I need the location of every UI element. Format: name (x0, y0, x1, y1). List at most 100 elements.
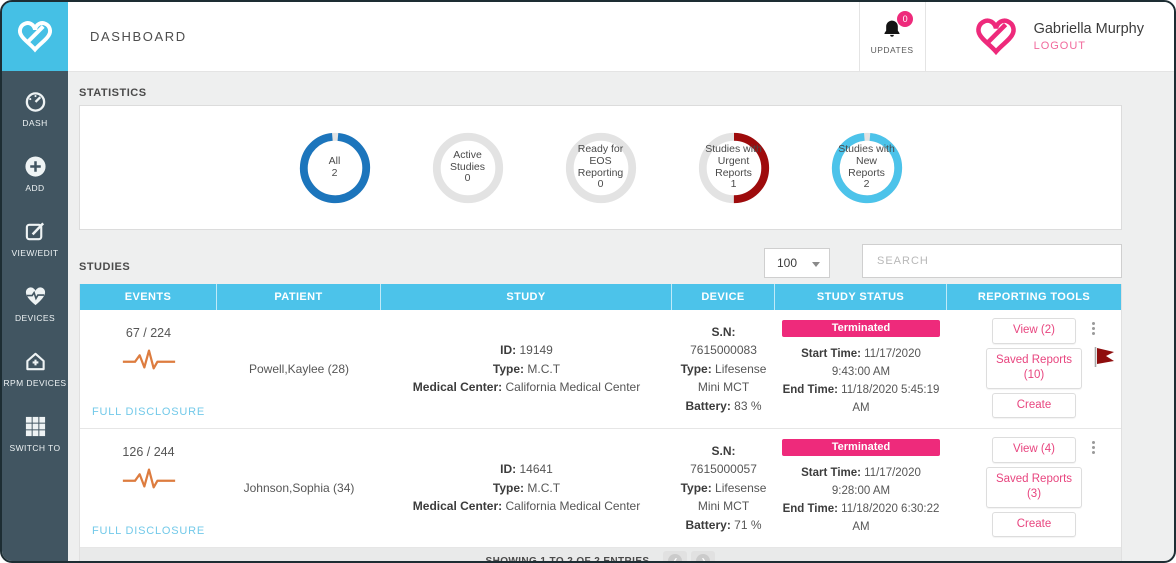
add-circle-icon (24, 156, 46, 177)
ecg-waveform-icon (122, 468, 175, 489)
top-header: DASHBOARD 0 UPDATES (68, 2, 1174, 72)
device-type-label: Type: (680, 361, 712, 376)
studies-table: EVENTS PATIENT STUDY DEVICE STUDY STATUS… (79, 284, 1122, 561)
user-info: Gabriella Murphy LOGOUT (1034, 21, 1144, 52)
sidebar-item-label: RPM DEVICES (3, 378, 67, 388)
patient-cell: Johnson,Sophia (34) (217, 429, 381, 547)
stat-circle-urgent-reports[interactable]: Studies with Urgent Reports 1 (695, 129, 773, 207)
page-size-select[interactable]: 100 (764, 248, 830, 278)
device-type-label: Type: (680, 480, 712, 495)
col-header-study-status[interactable]: STUDY STATUS (775, 284, 947, 310)
statistics-panel: All 2 Active Studies 0 (79, 105, 1122, 230)
page-size-value: 100 (777, 256, 798, 270)
sidebar-item-label: VIEW/EDIT (11, 248, 59, 258)
stat-value: 0 (597, 178, 604, 191)
reporting-tools-cell: View (4) Saved Reports (3) Create (947, 429, 1121, 547)
device-sn-value: 7615000057 (690, 462, 757, 477)
patient-name: Powell,Kaylee (28) (248, 362, 350, 377)
end-time-value: 11/18/2020 5:45:19 AM (841, 384, 940, 414)
user-heart-logo (972, 16, 1020, 58)
updates-button[interactable]: 0 UPDATES (858, 2, 926, 71)
device-sn-value: 7615000083 (690, 343, 757, 358)
heart-logo-icon (18, 20, 52, 52)
sidebar-nav: DASH ADD VIEW/EDIT (2, 90, 68, 480)
stat-text: Studies with Urgent Reports 1 (704, 138, 764, 198)
sidebar-item-label: ADD (25, 183, 45, 193)
sidebar-item-label: DEVICES (14, 313, 56, 323)
patient-cell: Powell,Kaylee (28) (217, 310, 381, 428)
stat-circle-eos-reporting[interactable]: Ready for EOS Reporting 0 (562, 129, 640, 207)
create-button[interactable]: Create (992, 511, 1076, 538)
pagination-prev-button[interactable]: ‹ (663, 551, 688, 561)
col-header-device[interactable]: DEVICE (672, 284, 775, 310)
app-logo[interactable] (2, 2, 68, 71)
chevron-down-icon (812, 261, 820, 267)
user-name: Gabriella Murphy (1033, 21, 1144, 37)
sidebar-item-label: DASH (22, 118, 48, 128)
bell-icon (884, 20, 900, 37)
col-header-events[interactable]: EVENTS (80, 284, 217, 310)
view-button[interactable]: View (4) (992, 437, 1076, 463)
prev-arrow-icon: ‹ (668, 554, 683, 561)
donut-ring (299, 132, 370, 203)
sidebar-item-add[interactable]: ADD (2, 155, 68, 220)
search-input[interactable] (862, 244, 1122, 278)
status-badge: Terminated (782, 439, 940, 457)
edit-icon (25, 222, 44, 241)
study-type-label: Type: (492, 480, 525, 495)
studies-section-label: STUDIES (79, 261, 131, 273)
start-time-value: 11/17/2020 9:28:00 AM (831, 467, 921, 498)
user-block: Gabriella Murphy LOGOUT (926, 2, 1174, 71)
stat-circle-all[interactable]: All 2 (296, 129, 374, 207)
events-cell: 67 / 224 FULL DISCLOSURE (80, 310, 217, 428)
study-id-label: ID: (500, 343, 517, 358)
donut-ring (432, 132, 503, 203)
table-header-row: EVENTS PATIENT STUDY DEVICE STUDY STATUS… (80, 284, 1121, 310)
sidebar-item-switch-to[interactable]: SWITCH TO (2, 415, 68, 480)
stat-text: Studies with New Reports 2 (837, 138, 897, 198)
donut-ring (698, 132, 769, 203)
battery-label: Battery: (685, 398, 731, 413)
updates-label: UPDATES (870, 45, 914, 55)
create-button[interactable]: Create (992, 392, 1076, 419)
saved-reports-button[interactable]: Saved Reports (10) (986, 347, 1082, 389)
header-right: 0 UPDATES Gabriella Murphy LOGOUT (858, 2, 1174, 71)
stat-label: Ready for EOS Reporting (577, 143, 624, 179)
heart-logo-icon (975, 17, 1016, 55)
start-time-label: Start Time: (801, 348, 861, 361)
battery-label: Battery: (685, 517, 731, 532)
row-menu-icon[interactable] (1092, 439, 1095, 456)
study-type-value: M.C.T (527, 480, 561, 495)
sidebar-item-view-edit[interactable]: VIEW/EDIT (2, 220, 68, 285)
col-header-reporting-tools[interactable]: REPORTING TOOLS (977, 291, 1091, 303)
saved-reports-button[interactable]: Saved Reports (3) (986, 466, 1082, 508)
battery-value: 83 % (734, 398, 762, 413)
sidebar-item-dash[interactable]: DASH (2, 90, 68, 155)
stat-circle-active-studies[interactable]: Active Studies 0 (429, 129, 507, 207)
col-header-study[interactable]: STUDY (381, 284, 672, 310)
sidebar-item-devices[interactable]: DEVICES (2, 285, 68, 350)
sidebar-item-rpm-devices[interactable]: RPM DEVICES (2, 350, 68, 415)
table-row: 67 / 224 FULL DISCLOSURE Powell,Kaylee (… (80, 310, 1121, 430)
updates-count-badge: 0 (897, 11, 914, 27)
end-time-label: End Time: (782, 384, 838, 397)
events-cell: 126 / 244 FULL DISCLOSURE (80, 429, 217, 547)
row-menu-icon[interactable] (1092, 320, 1095, 337)
main-content: STATISTICS All 2 (68, 72, 1174, 561)
stat-value: 1 (730, 178, 737, 191)
full-disclosure-link[interactable]: FULL DISCLOSURE (91, 525, 206, 538)
study-status-cell: Terminated Start Time: 11/17/2020 9:28:0… (775, 429, 947, 547)
full-disclosure-link[interactable]: FULL DISCLOSURE (91, 406, 206, 419)
ecg-waveform-icon (122, 349, 175, 370)
study-id-label: ID: (500, 462, 517, 477)
view-button[interactable]: View (2) (992, 318, 1076, 344)
pagination-next-button[interactable]: › (691, 551, 716, 561)
col-header-patient[interactable]: PATIENT (217, 284, 381, 310)
stat-label: Active Studies (449, 148, 486, 173)
logout-link[interactable]: LOGOUT (1033, 40, 1087, 52)
device-type-value: Lifesense Mini MCT (697, 480, 767, 514)
gauge-icon (25, 92, 45, 112)
stat-circle-new-reports[interactable]: Studies with New Reports 2 (828, 129, 906, 207)
device-sn-label: S.N: (711, 324, 736, 339)
donut-ring (565, 132, 636, 203)
